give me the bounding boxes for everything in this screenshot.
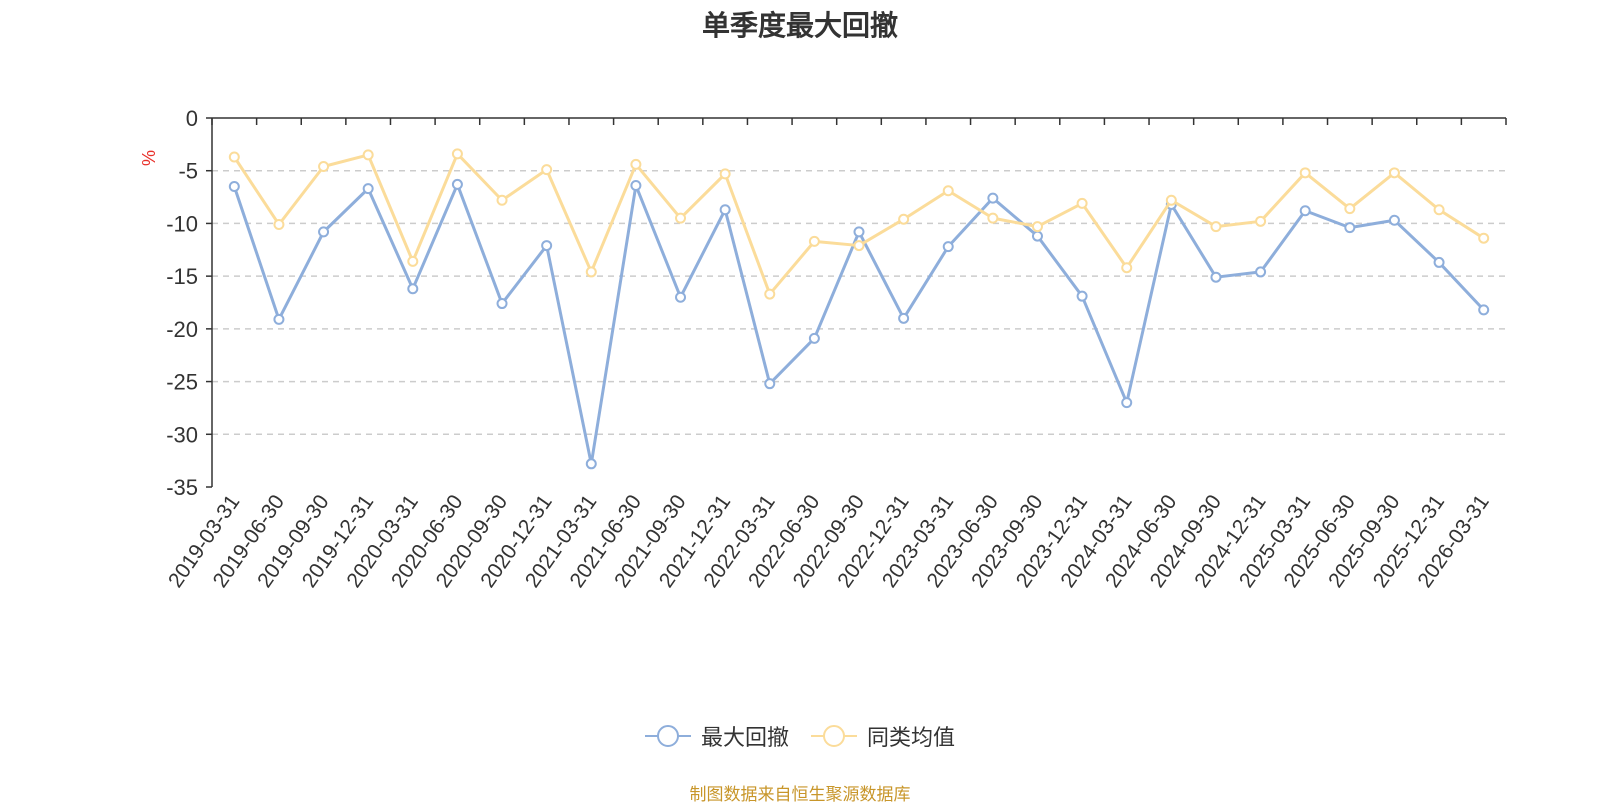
- data-point: [898, 213, 910, 225]
- data-point: [853, 240, 865, 252]
- data-point: [675, 291, 687, 303]
- data-point: [630, 158, 642, 170]
- data-point: [987, 192, 999, 204]
- data-point: [1478, 232, 1490, 244]
- data-point: [585, 458, 597, 470]
- y-tick-label: -15: [166, 264, 198, 289]
- data-point: [228, 151, 240, 163]
- data-point: [496, 194, 508, 206]
- grid-lines: [212, 169, 1506, 436]
- data-point: [1165, 194, 1177, 206]
- data-point: [1478, 304, 1490, 316]
- data-point: [1076, 197, 1088, 209]
- data-point: [764, 378, 776, 390]
- legend-marker-icon: [644, 725, 691, 747]
- data-point: [808, 332, 820, 344]
- y-tick-label: -25: [166, 370, 198, 395]
- data-point: [1299, 205, 1311, 217]
- legend-label: 同类均值: [867, 726, 956, 751]
- data-point: [318, 160, 330, 172]
- data-point: [362, 149, 374, 161]
- data-point: [273, 313, 285, 325]
- data-point: [808, 235, 820, 247]
- data-point: [1344, 203, 1356, 215]
- data-point: [362, 183, 374, 195]
- data-point: [1031, 230, 1043, 242]
- data-point: [318, 226, 330, 238]
- y-axis-unit-label: %: [139, 150, 159, 166]
- data-point: [764, 288, 776, 300]
- data-point: [942, 185, 954, 197]
- data-point: [273, 218, 285, 230]
- series-0: [228, 178, 1490, 470]
- data-point: [1255, 215, 1267, 227]
- data-point: [1433, 256, 1445, 268]
- data-point: [407, 283, 419, 295]
- legend-label: 最大回撤: [700, 726, 789, 751]
- y-tick-label: -20: [166, 317, 198, 342]
- chart-title: 单季度最大回撤: [701, 9, 898, 42]
- data-point: [1031, 221, 1043, 233]
- legend: 最大回撤 同类均值: [0, 720, 1600, 752]
- data-point: [987, 212, 999, 224]
- data-point: [407, 255, 419, 267]
- data-point: [1210, 221, 1222, 233]
- y-tick-label: 0: [186, 106, 198, 131]
- data-point: [719, 204, 731, 216]
- data-point: [1121, 262, 1133, 274]
- series-lines: [228, 148, 1490, 470]
- y-tick-label: -30: [166, 422, 198, 447]
- legend-item-peer-average[interactable]: 同类均值: [811, 720, 955, 752]
- data-point: [898, 312, 910, 324]
- data-point: [719, 168, 731, 180]
- data-point: [675, 212, 687, 224]
- data-point: [1344, 222, 1356, 234]
- y-tick-label: -10: [166, 211, 198, 236]
- data-point: [451, 178, 463, 190]
- data-point: [853, 226, 865, 238]
- data-point: [228, 181, 240, 193]
- data-point: [1121, 397, 1133, 409]
- legend-item-max-drawdown[interactable]: 最大回撤: [644, 720, 789, 752]
- data-point: [496, 298, 508, 310]
- axes: [206, 117, 1507, 488]
- data-point: [1299, 167, 1311, 179]
- data-point: [1388, 167, 1400, 179]
- data-point: [541, 164, 553, 176]
- data-point: [585, 266, 597, 278]
- data-point: [451, 148, 463, 160]
- series-line: [232, 182, 1485, 466]
- data-point: [1210, 271, 1222, 283]
- data-point: [630, 179, 642, 191]
- data-point: [1388, 214, 1400, 226]
- y-tick-label: -5: [178, 159, 198, 184]
- data-point: [1076, 290, 1088, 302]
- data-point: [541, 240, 553, 252]
- data-point: [942, 241, 954, 253]
- tick-labels: 0-5-10-15-20-25-30-35%2019-03-312019-06-…: [139, 106, 1494, 592]
- data-point: [1433, 204, 1445, 216]
- source-note: 制图数据来自恒生聚源数据库: [689, 785, 911, 805]
- y-tick-label: -35: [166, 475, 198, 500]
- series-1: [228, 148, 1490, 300]
- data-point: [1255, 266, 1267, 278]
- legend-marker-icon: [811, 725, 857, 747]
